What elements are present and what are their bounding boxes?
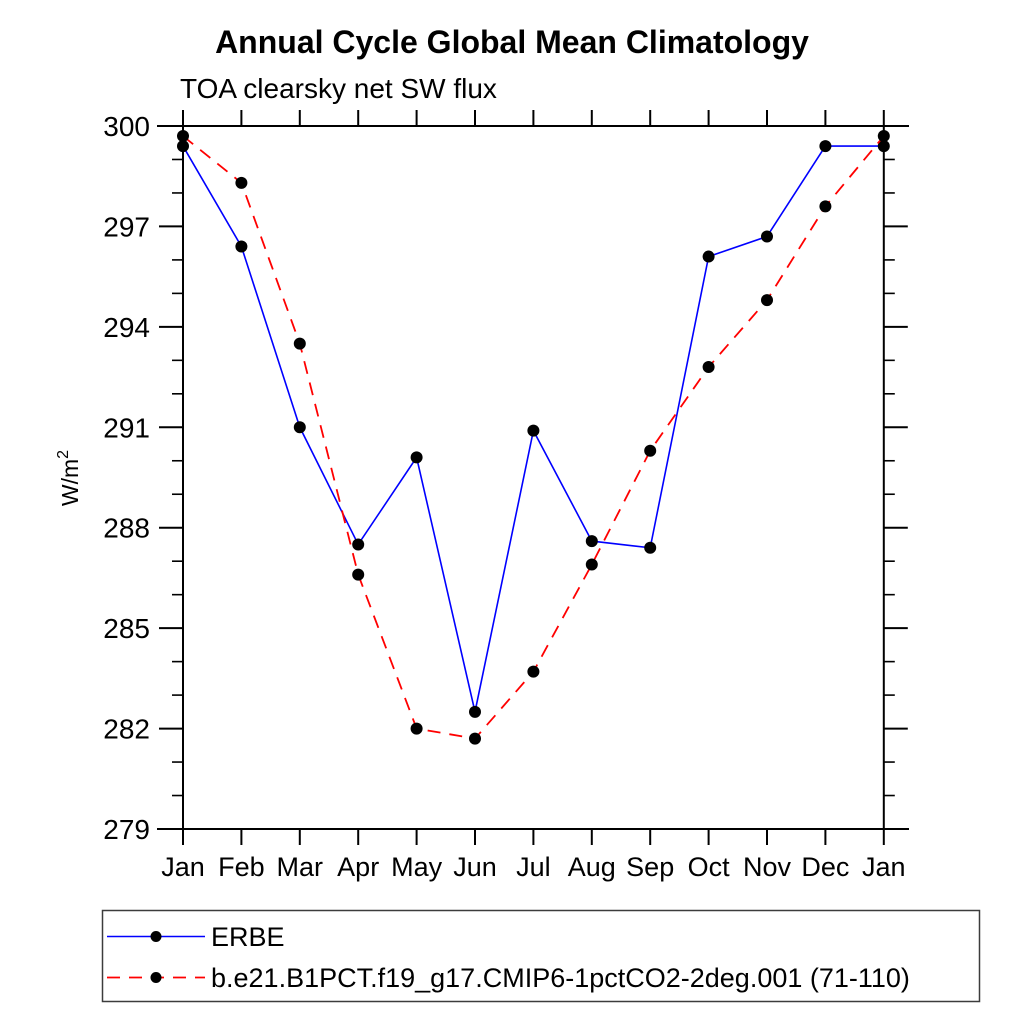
- legend-marker-dot: [150, 972, 162, 983]
- legend-box: [101, 909, 981, 1003]
- data-point: [527, 424, 540, 437]
- data-point: [585, 535, 598, 548]
- data-point: [293, 337, 306, 350]
- chart-subtitle: TOA clearsky net SW flux: [180, 73, 497, 104]
- y-axis-label: W/m2: [55, 450, 83, 506]
- chart-title: Annual Cycle Global Mean Climatology: [215, 24, 809, 60]
- plot-area: [177, 130, 890, 745]
- data-point: [702, 361, 715, 374]
- x-tick-label: Jul: [516, 852, 551, 882]
- x-tick-label: May: [391, 852, 443, 882]
- data-point: [761, 230, 773, 243]
- data-point: [410, 722, 423, 735]
- legend: ERBE b.e21.B1PCT.f19_g17.CMIP6-1pctCO2-2…: [101, 909, 981, 1003]
- x-tick-label: Aug: [568, 852, 616, 882]
- data-point: [469, 732, 481, 745]
- data-point: [761, 294, 773, 307]
- y-tick-label: 288: [103, 513, 150, 544]
- data-point: [177, 140, 189, 153]
- axes: Jan Feb Mar Apr May Jun Jul Aug Sep Oct Nov Dec Jan 2…: [103, 110, 909, 882]
- x-tick-label: Feb: [218, 852, 265, 882]
- y-tick-label: 294: [103, 312, 150, 343]
- legend-entry-model: b.e21.B1PCT.f19_g17.CMIP6-1pctCO2-2deg.0…: [107, 963, 910, 993]
- data-point: [877, 130, 890, 143]
- x-tick-label: Apr: [337, 852, 379, 882]
- x-tick-label: Nov: [743, 852, 792, 882]
- series-line-1: [182, 135, 885, 740]
- x-tick-label: Jun: [453, 852, 497, 882]
- data-point: [352, 538, 365, 551]
- y-tick-label: 297: [103, 211, 150, 242]
- data-point: [410, 451, 423, 464]
- x-tick-label: Sep: [626, 852, 674, 882]
- data-point: [527, 665, 540, 678]
- x-tick-label: Jan: [862, 852, 906, 882]
- data-point: [469, 705, 481, 718]
- data-point: [644, 444, 657, 457]
- data-point: [235, 176, 248, 189]
- data-point: [293, 421, 306, 434]
- x-tick-label: Oct: [688, 852, 731, 882]
- legend-marker-dot: [150, 931, 162, 942]
- legend-label: ERBE: [211, 922, 285, 952]
- legend-label: b.e21.B1PCT.f19_g17.CMIP6-1pctCO2-2deg.0…: [211, 963, 910, 993]
- data-point: [235, 240, 248, 253]
- x-tick-label: Jan: [161, 852, 205, 882]
- legend-entry-erbe: ERBE: [107, 922, 285, 952]
- data-point: [177, 130, 189, 143]
- x-tick-label: Mar: [277, 852, 324, 882]
- data-point: [585, 558, 598, 571]
- x-tick-label: Dec: [801, 852, 849, 882]
- data-point: [877, 140, 890, 153]
- y-tick-label: 300: [103, 111, 150, 142]
- y-tick-label: 279: [103, 814, 150, 845]
- data-point: [819, 140, 832, 153]
- y-tick-label: 291: [103, 412, 150, 443]
- y-tick-label: 285: [103, 613, 150, 644]
- y-tick-label: 282: [103, 714, 150, 745]
- data-point: [819, 200, 832, 213]
- data-point: [702, 250, 715, 263]
- data-point: [352, 568, 365, 581]
- data-point: [644, 541, 657, 554]
